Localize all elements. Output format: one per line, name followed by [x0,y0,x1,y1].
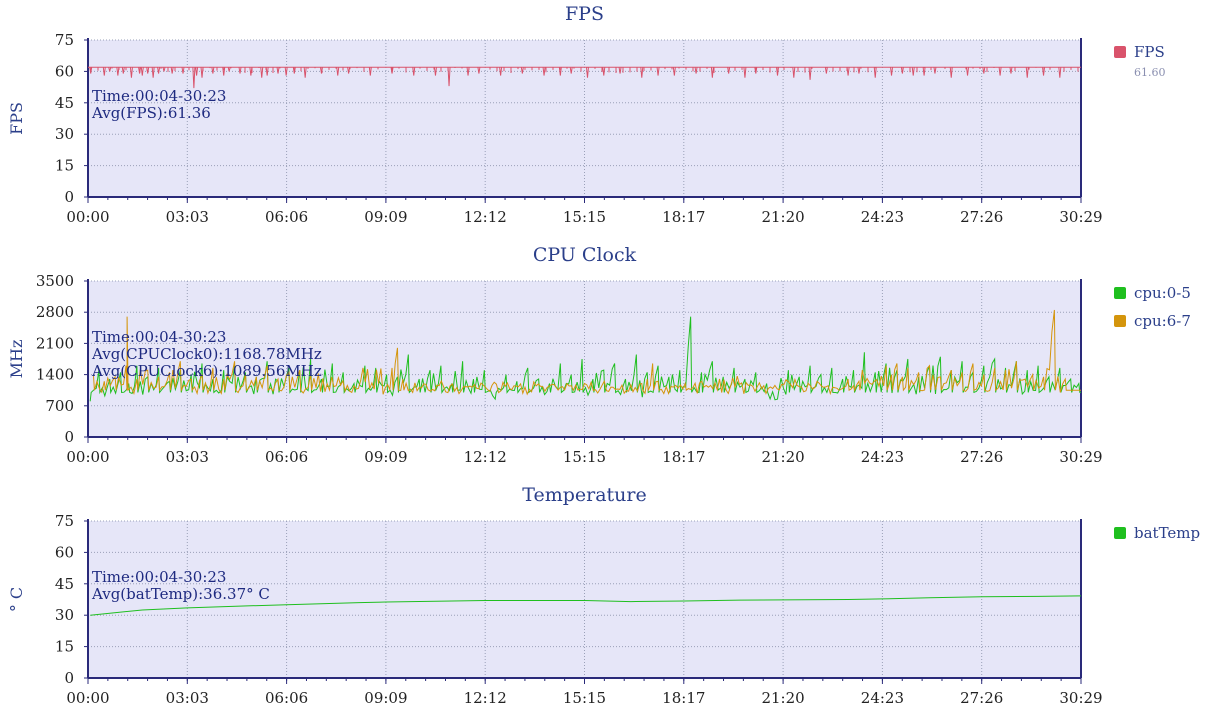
x-tick-label: 06:06 [265,448,308,466]
y-tick-label: 2100 [36,334,74,352]
legend-label: cpu:6-7 [1134,312,1191,330]
x-tick-label: 27:26 [960,208,1003,226]
x-tick-label: 21:20 [761,208,804,226]
x-tick-label: 15:15 [563,689,606,707]
annotation-text: Avg(FPS):61.36 [91,104,211,122]
y-tick-label: 0 [64,428,74,446]
x-tick-label: 09:09 [364,689,407,707]
y-axis-label: ° C [7,587,26,612]
annotation-text: Time:00:04-30:23 [92,328,226,346]
x-tick-label: 18:17 [662,208,705,226]
x-tick-label: 24:23 [861,208,904,226]
annotation-text: Avg(batTemp):36.37° C [91,585,270,603]
x-tick-label: 06:06 [265,689,308,707]
chart-title: CPU Clock [533,244,637,266]
y-tick-label: 30 [55,125,74,143]
x-tick-label: 21:20 [761,689,804,707]
y-tick-label: 30 [55,606,74,624]
legend-swatch [1114,315,1126,327]
y-tick-label: 45 [55,94,74,112]
x-tick-label: 30:29 [1059,448,1102,466]
y-tick-label: 75 [55,512,74,530]
x-tick-label: 21:20 [761,448,804,466]
x-tick-label: 24:23 [861,689,904,707]
x-tick-label: 30:29 [1059,208,1102,226]
legend-label: cpu:0-5 [1134,284,1191,302]
x-tick-label: 03:03 [166,448,209,466]
x-tick-label: 27:26 [960,689,1003,707]
x-tick-label: 27:26 [960,448,1003,466]
series-line-cpu-0-5 [89,316,1081,402]
series-line-fps [88,66,1081,89]
y-tick-label: 45 [55,575,74,593]
annotation-text: Time:00:04-30:23 [92,568,226,586]
legend-label: batTemp [1134,524,1200,542]
y-tick-label: 3500 [36,272,74,290]
x-tick-label: 09:09 [364,208,407,226]
legend-value: 61.60 [1134,66,1166,79]
x-tick-label: 12:12 [464,689,507,707]
x-tick-label: 18:17 [662,689,705,707]
y-tick-label: 2800 [36,303,74,321]
y-tick-label: 700 [45,397,74,415]
y-tick-label: 75 [55,31,74,49]
x-tick-label: 15:15 [563,208,606,226]
y-tick-label: 15 [55,157,74,175]
y-tick-label: 60 [55,543,74,561]
x-tick-label: 18:17 [662,448,705,466]
legend-label: FPS [1134,43,1165,61]
x-tick-label: 24:23 [861,448,904,466]
annotation-text: Time:00:04-30:23 [92,87,226,105]
y-axis-label: MHz [7,340,26,379]
x-tick-label: 06:06 [265,208,308,226]
x-tick-label: 12:12 [464,208,507,226]
legend-swatch [1114,527,1126,539]
chart-title: Temperature [522,484,646,506]
x-tick-label: 12:12 [464,448,507,466]
series-line-battemp [90,595,1082,616]
chart-panel-1: FPS 0 15 30 45 60 75 00:00 03:03 06:06 09:09 12:12 1… [7,3,1166,226]
y-axis-label: FPS [7,102,26,135]
chart-title: FPS [565,3,604,25]
legend-swatch [1114,46,1126,58]
chart-panel-3: Temperature 0 15 30 45 60 75 00:00 03:03 06:06 09:… [7,484,1200,707]
y-tick-label: 0 [64,669,74,687]
chart-panel-2: CPU Clock 0 700 1400 2100 2800 3500 00:00 03:03 0… [7,244,1191,466]
x-tick-label: 15:15 [563,448,606,466]
x-tick-label: 00:00 [66,689,109,707]
y-tick-label: 60 [55,62,74,80]
x-tick-label: 30:29 [1059,689,1102,707]
y-tick-label: 0 [64,188,74,206]
y-tick-label: 15 [55,638,74,656]
x-tick-label: 09:09 [364,448,407,466]
annotation-text: Avg(CPUClock6):1089.56MHz [91,362,322,380]
legend-swatch [1114,287,1126,299]
x-tick-label: 00:00 [66,208,109,226]
y-tick-label: 1400 [36,366,74,384]
x-tick-label: 00:00 [66,448,109,466]
series-line-cpu-6-7 [92,309,1081,396]
x-tick-label: 03:03 [166,208,209,226]
x-tick-label: 03:03 [166,689,209,707]
annotation-text: Avg(CPUClock0):1168.78MHz [91,345,322,363]
